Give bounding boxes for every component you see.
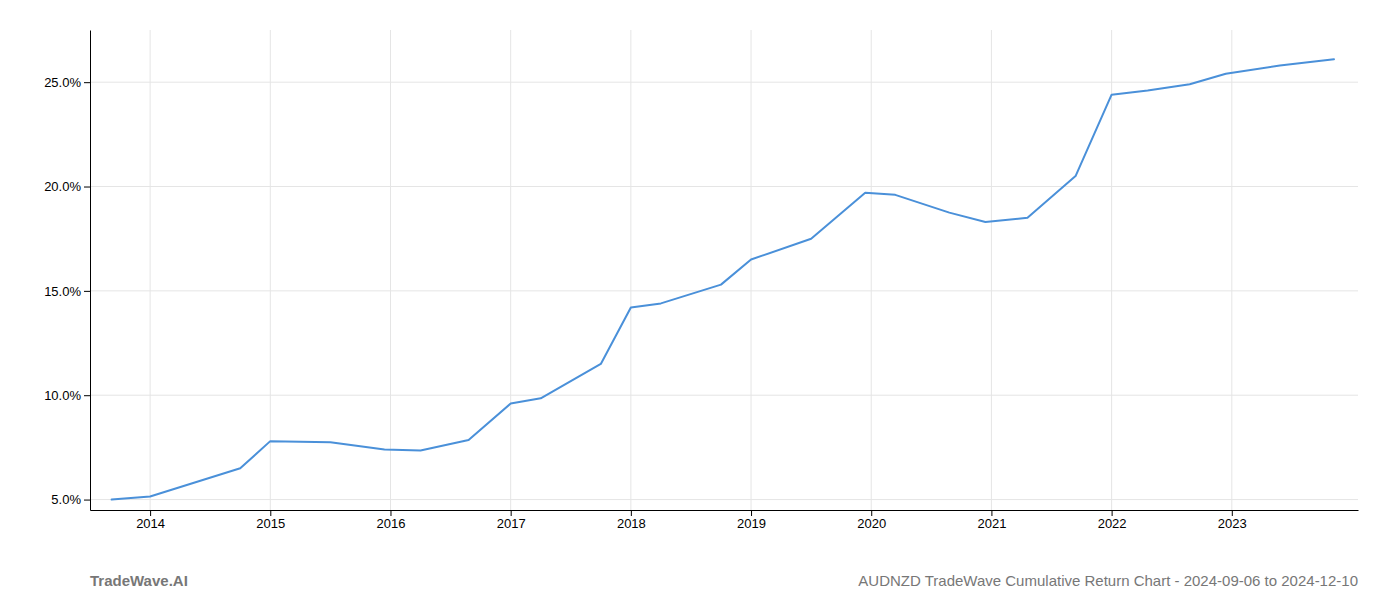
y-tick: 25.0% <box>44 75 90 90</box>
grid-line-x <box>1231 30 1232 510</box>
grid-line-x <box>871 30 872 510</box>
grid-line-y <box>90 82 1358 83</box>
x-tick-mark <box>751 510 752 516</box>
y-tick-mark <box>84 395 90 396</box>
x-tick: 2023 <box>1218 510 1247 531</box>
grid-line-x <box>1111 30 1112 510</box>
x-tick-label: 2015 <box>256 516 285 531</box>
grid-line-x <box>150 30 151 510</box>
page: {"chart_data": {"type": "line", "x": [20… <box>0 0 1400 600</box>
x-tick-mark <box>511 510 512 516</box>
x-tick: 2015 <box>256 510 285 531</box>
y-tick-label: 10.0% <box>44 388 81 403</box>
x-tick: 2014 <box>136 510 165 531</box>
x-tick-label: 2021 <box>977 516 1006 531</box>
x-tick-label: 2017 <box>497 516 526 531</box>
grid-line-x <box>751 30 752 510</box>
footer-left: TradeWave.AI <box>90 572 188 589</box>
x-tick-mark <box>991 510 992 516</box>
grid-line-x <box>270 30 271 510</box>
y-tick-mark <box>84 82 90 83</box>
x-tick-mark <box>270 510 271 516</box>
chart: 2014 2015 2016 2017 2018 2019 2020 2021 2022 2023… <box>0 0 1400 600</box>
x-tick-label: 2020 <box>857 516 886 531</box>
footer-right: AUDNZD TradeWave Cumulative Return Chart… <box>858 572 1358 589</box>
x-tick: 2020 <box>857 510 886 531</box>
y-tick: 20.0% <box>44 179 90 194</box>
grid-line-x <box>510 30 511 510</box>
axis-line <box>91 510 1359 511</box>
y-tick-label: 15.0% <box>44 284 81 299</box>
grid-line-y <box>90 499 1358 500</box>
plot-area: 2014 2015 2016 2017 2018 2019 2020 2021 2022 2023… <box>44 30 1358 531</box>
grid-line-y <box>90 290 1358 291</box>
y-tick: 15.0% <box>44 284 90 299</box>
grid <box>90 30 1358 510</box>
grid-line-x <box>630 30 631 510</box>
x-tick-mark <box>1112 510 1113 516</box>
axis-line <box>90 31 91 511</box>
x-tick: 2016 <box>377 510 406 531</box>
y-tick-label: 20.0% <box>44 179 81 194</box>
marks <box>112 59 1334 499</box>
x-tick-label: 2022 <box>1098 516 1127 531</box>
x-tick-label: 2018 <box>617 516 646 531</box>
x-tick-mark <box>631 510 632 516</box>
grid-line-x <box>390 30 391 510</box>
grid-line-y <box>90 186 1358 187</box>
x-axis: 2014 2015 2016 2017 2018 2019 2020 2021 2022 2023 <box>91 510 1359 531</box>
grid-line-x <box>991 30 992 510</box>
x-tick-label: 2019 <box>737 516 766 531</box>
x-tick-label: 2016 <box>377 516 406 531</box>
y-axis: 5.0% 10.0% 15.0% 20.0% 25.0% <box>44 31 90 511</box>
y-tick-mark <box>84 187 90 188</box>
x-tick: 2022 <box>1098 510 1127 531</box>
x-tick-label: 2014 <box>136 516 165 531</box>
x-tick-label: 2023 <box>1218 516 1247 531</box>
y-tick-mark <box>84 500 90 501</box>
x-tick-mark <box>390 510 391 516</box>
y-tick-label: 5.0% <box>51 492 81 507</box>
x-tick: 2019 <box>737 510 766 531</box>
x-tick-mark <box>150 510 151 516</box>
y-tick-label: 25.0% <box>44 75 81 90</box>
x-tick-mark <box>1232 510 1233 516</box>
y-tick-mark <box>84 291 90 292</box>
x-tick: 2017 <box>497 510 526 531</box>
grid-line-y <box>90 395 1358 396</box>
x-tick-mark <box>871 510 872 516</box>
line <box>112 59 1334 499</box>
x-tick: 2018 <box>617 510 646 531</box>
y-tick: 5.0% <box>51 492 90 507</box>
x-tick: 2021 <box>977 510 1006 531</box>
y-tick: 10.0% <box>44 388 90 403</box>
